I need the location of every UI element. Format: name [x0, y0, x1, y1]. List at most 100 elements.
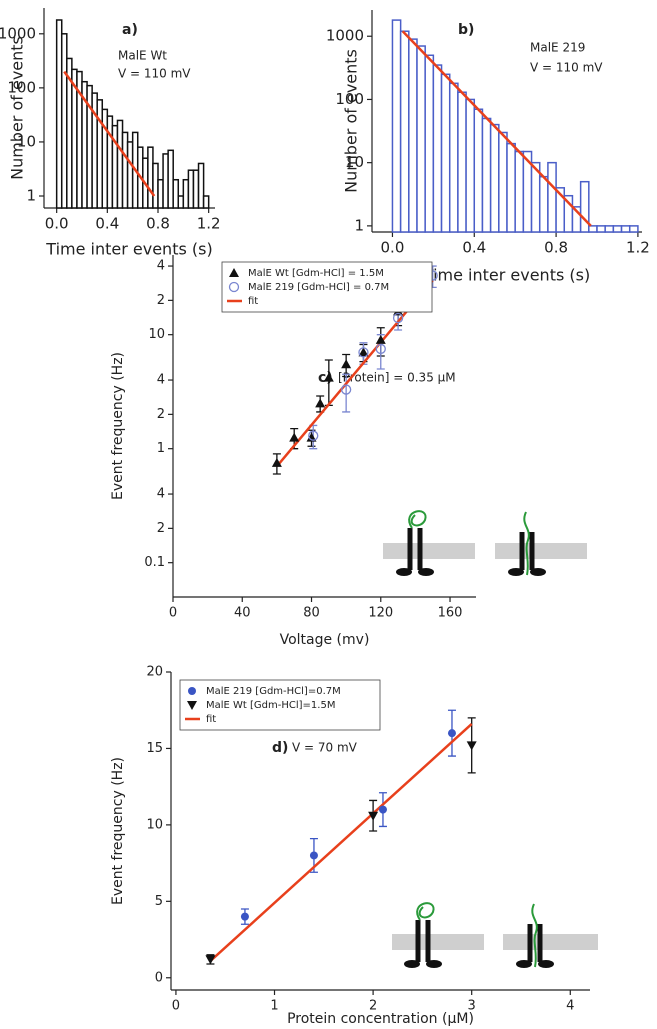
y-tick-label: 10: [345, 153, 364, 171]
bar: [440, 73, 451, 233]
y-tick-label: 1000: [326, 27, 364, 45]
x-tick-label: 0.4: [462, 239, 486, 257]
bar: [167, 149, 174, 209]
icon-unfolded: [383, 510, 587, 576]
point: [306, 432, 317, 442]
x-tick-label: 0.0: [45, 215, 69, 233]
bar: [147, 146, 154, 209]
bar: [432, 64, 443, 233]
panel: 0 40 80 120 160 0.1 2 4 1 2 4 10 2 4 Voltage (mv) Event…: [110, 255, 476, 648]
panel: 0.0 0.4 0.8 1.2 1 10 100 1000 Time inter events …: [326, 10, 650, 285]
bar: [506, 142, 516, 233]
y-tick-label: 1: [354, 216, 364, 234]
point: [447, 729, 456, 738]
pore: [407, 528, 423, 570]
bar: [106, 115, 114, 209]
point: [289, 432, 300, 442]
bar: [579, 180, 590, 233]
x-tick-label: 1.2: [197, 215, 221, 233]
pore-base: [396, 568, 412, 576]
legend-label: MalE Wt [Gdm-HCl]=1.5M: [206, 700, 335, 711]
bar: [121, 131, 129, 209]
membrane: [503, 934, 598, 950]
annotation: MalE Wt: [118, 49, 167, 63]
protein: [531, 903, 538, 968]
y-tick-label: 10: [148, 327, 165, 342]
y-tick-label: 2: [157, 293, 165, 308]
membrane: [392, 934, 484, 950]
pore-base: [516, 960, 532, 968]
bar: [116, 119, 124, 209]
bar: [620, 225, 631, 233]
annotation: MalE 219: [530, 41, 585, 55]
legend-swatch: [228, 281, 240, 293]
legend-label: MalE Wt [Gdm-HCl] = 1.5M: [248, 268, 384, 279]
x-axis-title: Protein concentration (µM): [287, 1011, 474, 1027]
y-tick-label: 0.1: [144, 555, 165, 570]
annotation: [Protein] = 0.35 µM: [338, 371, 456, 385]
x-tick-label: 160: [438, 606, 463, 621]
point: [378, 805, 387, 814]
y-tick-label: 1: [26, 187, 36, 205]
point: [358, 347, 369, 358]
bar: [197, 162, 205, 209]
legend-swatch: [229, 268, 239, 277]
y-tick-label: 15: [146, 741, 163, 756]
point: [240, 912, 249, 921]
bar: [538, 175, 549, 233]
bar: [60, 33, 68, 209]
y-tick-label: 4: [157, 259, 165, 274]
point: [375, 334, 386, 344]
x-tick-label: 3: [468, 999, 476, 1014]
bar: [399, 30, 410, 233]
y-tick-label: 1000: [0, 24, 36, 42]
panel-label: b): [458, 22, 474, 38]
x-tick-label: 0: [172, 999, 180, 1014]
y-tick-label: 20: [146, 665, 163, 680]
point: [271, 457, 282, 467]
bar: [612, 225, 623, 233]
pore-base: [530, 568, 546, 576]
legend-label: MalE 219 [Gdm-HCl] = 0.7M: [248, 282, 389, 293]
bar: [448, 82, 459, 233]
y-axis-title: Event frequency (Hz): [110, 352, 126, 500]
bar: [604, 225, 615, 233]
legend-box: [179, 679, 381, 731]
bar: [202, 195, 210, 209]
fit-line: [209, 723, 473, 962]
point: [392, 312, 404, 324]
panel: 0.0 0.4 0.8 1.2 1 10 100 1000 Time inter events …: [0, 8, 221, 259]
panel: 0 1 2 3 4 0 5 10 15 20 Protein concentration (µM) E…: [110, 665, 590, 1027]
bar: [182, 178, 190, 209]
legend-box: [221, 261, 433, 313]
y-axis-title: Number of events: [8, 36, 27, 180]
bar: [126, 141, 134, 209]
bar: [408, 38, 418, 233]
pore-base: [418, 568, 434, 576]
y-tick-label: 10: [146, 817, 163, 832]
bar: [424, 54, 435, 233]
protein: [523, 511, 530, 576]
bar: [473, 108, 484, 233]
x-axis-title: Time inter events (s): [45, 240, 212, 259]
y-tick-label: 1: [157, 441, 165, 456]
x-tick-label: 4: [566, 999, 574, 1014]
bar: [481, 117, 492, 233]
x-tick-label: 1: [270, 999, 278, 1014]
bar: [192, 169, 200, 209]
bar: [588, 225, 598, 233]
bar: [489, 123, 500, 233]
annotation: V = 70 mV: [292, 741, 358, 755]
bar: [628, 225, 639, 233]
bar: [498, 131, 508, 233]
bar: [162, 153, 169, 209]
pore: [527, 924, 543, 962]
legend-swatch: [188, 687, 196, 695]
pore-base: [538, 960, 554, 968]
x-tick-label: 1.2: [626, 239, 650, 257]
bar: [391, 19, 402, 233]
y-tick-label: 100: [7, 78, 36, 96]
icon-unfolded: [392, 902, 598, 968]
fit-line: [401, 30, 592, 227]
x-tick-label: 0.0: [381, 239, 405, 257]
